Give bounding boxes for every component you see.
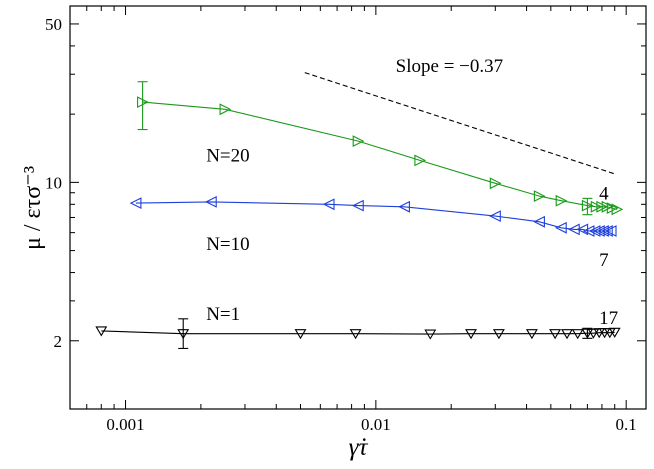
data-point bbox=[219, 103, 232, 116]
data-point bbox=[414, 154, 427, 167]
series-n20 bbox=[137, 81, 624, 216]
series-line bbox=[135, 201, 611, 232]
annotation-label: 4 bbox=[599, 184, 609, 205]
slope-reference-line bbox=[304, 72, 615, 175]
slope-label: Slope = −0.37 bbox=[396, 56, 503, 77]
data-point bbox=[95, 326, 108, 337]
x-tick-label: 0.1 bbox=[616, 415, 637, 434]
annotation-label: N=1 bbox=[206, 304, 240, 325]
data-point bbox=[533, 215, 545, 228]
data-point bbox=[581, 199, 594, 212]
data-point bbox=[294, 329, 307, 340]
data-point bbox=[604, 225, 617, 237]
data-point bbox=[489, 177, 502, 190]
data-point bbox=[592, 225, 605, 237]
annotation-label: 17 bbox=[599, 308, 618, 329]
series-n10 bbox=[129, 196, 617, 237]
data-point bbox=[349, 329, 362, 340]
data-point bbox=[204, 196, 217, 208]
data-point bbox=[533, 190, 546, 202]
y-tick-label: 2 bbox=[54, 332, 63, 351]
x-tick-label: 0.001 bbox=[106, 415, 144, 434]
data-point bbox=[549, 329, 562, 340]
data-point bbox=[525, 329, 538, 340]
data-point bbox=[590, 200, 603, 213]
chart-annotations: N=20 N=10 N=1 4 7 17 bbox=[206, 145, 618, 329]
data-point bbox=[600, 225, 613, 237]
plot-frame bbox=[69, 5, 647, 410]
data-point bbox=[597, 225, 609, 237]
data-point bbox=[554, 221, 567, 234]
data-point bbox=[611, 203, 624, 216]
data-point bbox=[492, 329, 505, 340]
data-point bbox=[322, 198, 335, 211]
annotation-label: N=20 bbox=[206, 145, 249, 166]
series-line bbox=[101, 330, 615, 335]
data-point bbox=[588, 225, 601, 237]
data-point bbox=[567, 223, 580, 236]
data-point bbox=[581, 328, 594, 339]
series-n1 bbox=[95, 318, 621, 349]
data-point bbox=[555, 194, 568, 207]
data-point bbox=[587, 328, 600, 339]
data-point bbox=[489, 210, 501, 222]
data-point bbox=[137, 96, 149, 108]
annotation-label: 7 bbox=[599, 250, 609, 271]
annotation-label: N=10 bbox=[206, 234, 249, 255]
x-tick-label: 0.01 bbox=[361, 415, 391, 434]
y-tick-label: 10 bbox=[45, 173, 62, 192]
y-tick-label: 50 bbox=[45, 15, 62, 34]
data-point bbox=[424, 329, 437, 340]
data-point bbox=[465, 329, 477, 340]
y-axis-title: μ / ετσ⁻³ bbox=[20, 166, 46, 250]
data-point bbox=[351, 199, 364, 212]
data-point bbox=[352, 135, 365, 147]
data-point bbox=[561, 329, 573, 340]
data-point bbox=[177, 329, 190, 340]
data-point bbox=[398, 200, 410, 213]
data-point bbox=[571, 329, 584, 340]
axis-ticks: 0.001 0.01 0.1 2 10 50 bbox=[45, 6, 646, 434]
data-point bbox=[608, 327, 621, 338]
data-point bbox=[129, 197, 142, 209]
x-axis-title: γ̇τ bbox=[349, 434, 369, 461]
data-series bbox=[95, 81, 624, 349]
